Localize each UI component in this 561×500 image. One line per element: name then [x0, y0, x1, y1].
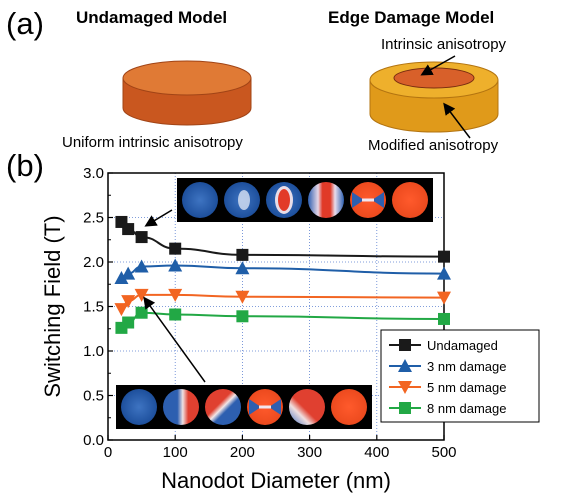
- y-tick-label: 0.0: [83, 432, 104, 449]
- x-tick-label: 300: [297, 444, 322, 461]
- y-tick-label: 1.5: [83, 299, 104, 316]
- inset-frame: [331, 389, 367, 425]
- inset-detail: [259, 405, 271, 409]
- data-point: [121, 295, 136, 309]
- series-line: [121, 264, 445, 280]
- data-point: [169, 308, 182, 321]
- inset-images: [116, 178, 433, 429]
- y-tick-label: 1.0: [83, 343, 104, 360]
- data-point: [235, 261, 250, 275]
- data-point: [168, 258, 183, 272]
- series-3: [115, 306, 450, 334]
- upper-inset: [177, 178, 433, 222]
- x-tick-label: 200: [230, 444, 255, 461]
- data-point: [114, 303, 129, 317]
- y-tick-label: 3.0: [83, 165, 104, 182]
- modified-anisotropy-caption: Modified anisotropy: [368, 137, 499, 154]
- legend-marker: [398, 381, 412, 394]
- inset-detail: [362, 198, 374, 202]
- series-line: [121, 293, 445, 311]
- inset-frame: [163, 389, 199, 425]
- inset-frame: [308, 182, 344, 218]
- inset-detail: [238, 190, 250, 210]
- uniform-anisotropy-caption: Uniform intrinsic anisotropy: [62, 134, 243, 151]
- legend-label: 3 nm damage: [427, 359, 507, 374]
- legend-marker: [399, 339, 411, 351]
- series-2: [114, 288, 451, 317]
- legend-label: 5 nm damage: [427, 380, 507, 395]
- legend: Undamaged 3 nm damage 5 nm damage 8 nm dama…: [380, 329, 540, 423]
- legend-label: Undamaged: [427, 338, 498, 353]
- x-tick-label: 0: [104, 444, 112, 461]
- panel-a-diagram: [122, 55, 499, 139]
- data-point: [236, 310, 249, 323]
- undamaged-model-title: Undamaged Model: [76, 8, 228, 27]
- x-tick-label: 400: [364, 444, 389, 461]
- series-1: [114, 258, 451, 285]
- legend-label: 8 nm damage: [427, 401, 507, 416]
- inset-detail: [352, 192, 364, 208]
- lower-inset-arrow: [143, 296, 206, 383]
- modified-arrow: [443, 102, 471, 139]
- panel-b-label: (b): [6, 148, 44, 183]
- panel-a-label: (a): [6, 6, 44, 41]
- lower-inset: [116, 385, 372, 429]
- data-point: [122, 223, 135, 236]
- y-axis-title: Switching Field (T): [40, 215, 65, 397]
- upper-inset-arrow: [144, 209, 173, 227]
- inset-detail: [269, 399, 281, 415]
- inset-background: [116, 385, 372, 429]
- data-point: [438, 312, 450, 325]
- inset-frame: [289, 389, 325, 425]
- x-tick-label: 500: [431, 444, 456, 461]
- data-point: [438, 250, 450, 263]
- data-point: [437, 266, 451, 280]
- edge-damage-model-title: Edge Damage Model: [328, 8, 495, 27]
- inset-detail: [372, 192, 384, 208]
- inset-frame: [392, 182, 428, 218]
- y-tick-label: 0.5: [83, 388, 104, 405]
- series-0: [115, 215, 450, 263]
- legend-marker: [399, 402, 411, 414]
- data-point: [236, 248, 249, 261]
- axes: 0 100 200 300 400 500 0.0 0.5 1.0 1.5 2.0 2.5 3.0 Nan…: [40, 165, 457, 493]
- intrinsic-anisotropy-caption: Intrinsic anisotropy: [381, 36, 507, 53]
- x-tick-label: 100: [163, 444, 188, 461]
- y-tick-label: 2.5: [83, 210, 104, 227]
- data-point: [121, 266, 136, 280]
- data-point: [437, 291, 451, 305]
- intrinsic-arrow: [420, 55, 456, 76]
- data-point: [114, 271, 129, 285]
- inset-detail: [278, 189, 290, 211]
- data-point: [134, 259, 149, 273]
- data-point: [134, 288, 149, 302]
- inset-background: [177, 178, 433, 222]
- data-point: [122, 316, 135, 329]
- undamaged-cylinder: [122, 60, 252, 126]
- inset-frame: [121, 389, 157, 425]
- switching-field-chart: 0 100 200 300 400 500 0.0 0.5 1.0 1.5 2.0 2.5 3.0 Nan…: [40, 165, 540, 493]
- edge-damage-cylinder: [369, 61, 499, 133]
- data-point: [135, 231, 148, 244]
- inset-detail: [249, 399, 261, 415]
- inset-frame: [182, 182, 218, 218]
- data-point: [168, 288, 183, 302]
- inset-frame: [205, 389, 241, 425]
- data-point: [169, 242, 182, 255]
- data-point: [135, 306, 148, 319]
- x-axis-title: Nanodot Diameter (nm): [161, 468, 391, 493]
- data-point: [235, 290, 250, 304]
- series-layer: [114, 215, 451, 334]
- legend-marker: [398, 359, 412, 372]
- y-tick-label: 2.0: [83, 254, 104, 271]
